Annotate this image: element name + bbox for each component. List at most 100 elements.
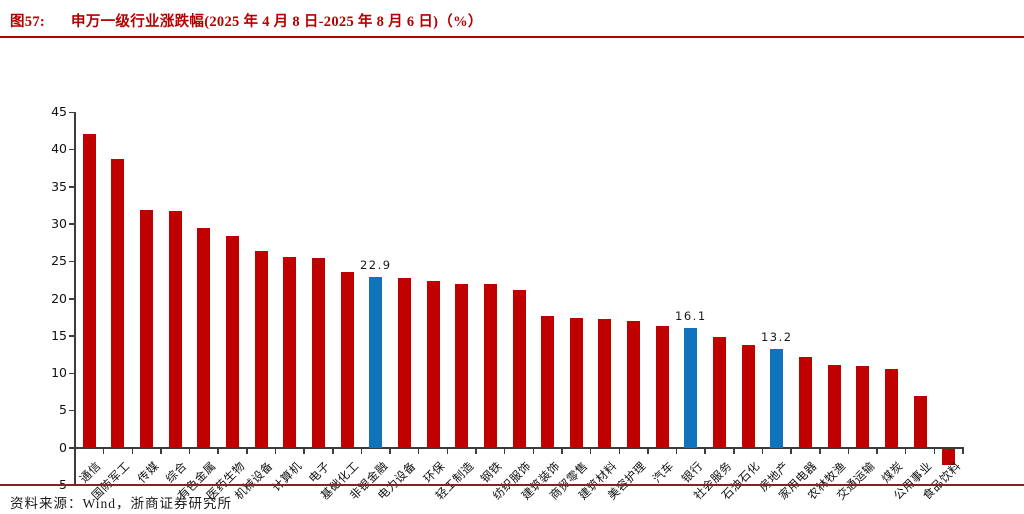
bar <box>111 158 125 448</box>
x-axis-tick <box>389 448 391 454</box>
plot-area: 45 40 35 30 25 20 15 10 5 0 -5 22.9 16.1 13.2 通信 国防军工 传媒… <box>51 104 964 502</box>
x-axis-tick <box>446 448 449 454</box>
footer-divider <box>0 484 1024 486</box>
x-axis-tick <box>819 448 821 454</box>
bar-value-label: 22.9 <box>359 257 392 272</box>
bar-value-label: 13.2 <box>760 330 793 345</box>
x-axis-tick <box>532 448 535 454</box>
bar <box>569 317 583 448</box>
x-axis-tick <box>904 448 907 454</box>
y-axis-tick <box>69 260 74 263</box>
y-axis-tick-label: 5 <box>59 402 67 418</box>
bar <box>598 318 612 448</box>
x-axis-tick <box>417 448 420 454</box>
x-axis-tick <box>675 448 678 454</box>
x-axis-tick <box>962 448 964 454</box>
bar <box>197 227 211 448</box>
y-axis-tick-label: 25 <box>51 253 67 269</box>
bar <box>655 326 669 448</box>
x-axis-tick <box>160 448 162 454</box>
bar <box>512 290 526 448</box>
y-axis-tick-label: 20 <box>51 290 67 306</box>
y-axis-tick <box>69 409 74 412</box>
y-axis-tick-label: 45 <box>51 104 67 119</box>
x-axis-category-label: 汽车 <box>651 459 677 486</box>
y-axis-tick <box>69 186 74 188</box>
x-axis-category-label: 传媒 <box>135 459 162 486</box>
y-axis-tick <box>69 111 74 113</box>
bar <box>283 257 297 448</box>
bar-chart: 45 40 35 30 25 20 15 10 5 0 -5 22.9 16.1 13.2 通信 国防军工 传媒… <box>0 40 1024 502</box>
figure-header: 图57: 申万一级行业涨跌幅(2025 年 4 月 8 日-2025 年 8 月 … <box>10 10 1014 31</box>
x-axis-tick <box>74 448 76 454</box>
x-axis-tick <box>561 448 563 454</box>
bar-highlighted <box>369 276 383 448</box>
bar <box>311 258 325 448</box>
y-axis-tick <box>69 447 74 449</box>
x-axis-tick <box>246 448 248 454</box>
x-axis-tick <box>876 448 878 454</box>
x-axis-tick <box>503 448 506 454</box>
x-axis-tick <box>790 448 792 454</box>
bar-value-label: 16.1 <box>675 308 707 323</box>
x-axis-tick <box>217 448 219 454</box>
y-axis-tick-label: 40 <box>51 141 67 157</box>
bar-highlighted <box>684 327 698 448</box>
bar <box>254 250 268 448</box>
bar <box>226 235 240 448</box>
source-text: 资料来源：Wind，浙商证券研究所 <box>10 496 232 511</box>
bar <box>856 365 870 448</box>
x-axis-tick <box>589 448 592 454</box>
bar <box>713 336 727 448</box>
y-axis-tick-label: 30 <box>51 215 67 231</box>
bar <box>627 320 641 448</box>
y-axis-tick-label: 15 <box>51 327 67 343</box>
x-axis-tick <box>933 448 936 454</box>
y-axis-line <box>74 112 76 485</box>
x-axis-tick <box>274 448 277 454</box>
x-axis-tick <box>704 448 706 454</box>
x-axis-tick <box>303 448 305 454</box>
bar <box>455 283 469 448</box>
x-axis-tick <box>847 448 850 454</box>
bar <box>397 277 411 448</box>
bar <box>340 271 354 448</box>
x-axis-tick <box>188 448 191 454</box>
bar <box>942 449 956 465</box>
bar <box>827 364 841 448</box>
bar <box>168 211 182 448</box>
x-axis-tick <box>102 448 105 454</box>
x-axis-tick <box>131 448 134 454</box>
x-axis-tick <box>733 448 735 454</box>
y-axis-tick <box>69 335 74 337</box>
y-axis-tick <box>69 372 74 375</box>
figure-number: 图57: <box>10 14 46 30</box>
title-divider <box>0 36 1024 38</box>
bar <box>82 134 96 448</box>
bar <box>483 284 497 448</box>
bar <box>741 344 755 448</box>
x-axis-tick <box>360 448 363 454</box>
figure-title: 申万一级行业涨跌幅(2025 年 4 月 8 日-2025 年 8 月 6 日)… <box>71 14 483 30</box>
bar <box>913 396 927 448</box>
y-axis-tick-label: 10 <box>51 365 67 381</box>
x-axis-tick <box>475 448 477 454</box>
y-axis-tick <box>69 223 74 225</box>
y-axis-tick-label: 35 <box>51 178 67 194</box>
bar <box>798 356 812 448</box>
y-axis-tick-label: 0 <box>59 439 67 455</box>
bar <box>426 281 440 448</box>
x-axis-tick <box>761 448 764 454</box>
y-axis-tick <box>69 298 74 300</box>
x-axis-category-label: 计算机 <box>270 459 305 494</box>
bar <box>884 369 898 448</box>
x-axis-line <box>74 447 964 449</box>
y-axis-tick <box>69 148 74 151</box>
bar <box>541 316 555 448</box>
x-axis-tick <box>618 448 620 454</box>
bar-highlighted <box>770 349 784 448</box>
x-axis-tick <box>332 448 334 454</box>
x-axis-tick <box>647 448 649 454</box>
bar <box>140 210 154 448</box>
